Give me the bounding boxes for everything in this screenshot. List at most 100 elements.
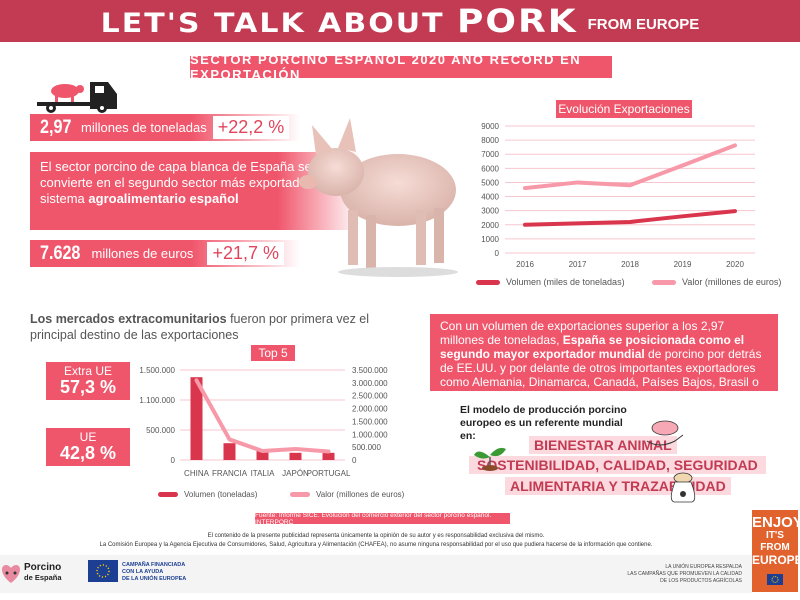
right-tick-label: 1.000.000 xyxy=(352,430,388,439)
x-tick-label: CHINA xyxy=(184,469,210,478)
pig-image xyxy=(299,118,458,277)
right-tick-label: 3.500.000 xyxy=(352,366,388,375)
legend-valor: Valor (millones de euros) xyxy=(652,277,781,287)
x-tick-label: 2020 xyxy=(726,260,744,269)
eu-support-text: LA UNIÓN EUROPEA RESPALDA LAS CAMPAÑAS QU… xyxy=(627,564,742,585)
description-bold: agroalimentario español xyxy=(88,191,239,206)
disclaimer-line-2: La Comisión Europea y la Agencia Ejecuti… xyxy=(99,542,653,548)
markets-text: fueron por primera vez el principal dest… xyxy=(30,312,370,342)
top5-bar-chart: 0 500.000 1.100.000 1.500.000 0 500.000 1.000.… xyxy=(139,366,388,478)
evolution-line-chart: 0 1000 2000 3000 4000 5000 6000 7000 8000 9000 201… xyxy=(481,122,755,269)
eu-support-line: LAS CAMPAÑAS QUE PROMUEVEN LA CALIDAD xyxy=(627,571,742,577)
y-tick-label: 3000 xyxy=(481,207,499,216)
value-stat: 7.628 millones de euros +21,7 % xyxy=(30,240,300,267)
truck-pig-icon xyxy=(37,82,117,113)
series-line-volumen xyxy=(523,209,737,227)
right-tick-label: 1.500.000 xyxy=(352,417,388,426)
y-tick-label: 0 xyxy=(495,249,500,258)
x-tick-label: PORTUGAL xyxy=(307,469,351,478)
eu-flag-icon xyxy=(767,574,783,585)
eu-flag-icon xyxy=(88,560,118,582)
y-tick-label: 6000 xyxy=(481,164,499,173)
subtitle: SECTOR PORCINO ESPAÑOL 2020 AÑO RÉCORD E… xyxy=(190,52,612,82)
right-tick-label: 3.000.000 xyxy=(352,379,388,388)
enjoy-line: ENJOY xyxy=(752,514,800,531)
legend-swatch xyxy=(158,492,178,497)
left-tick-label: 1.100.000 xyxy=(139,396,175,405)
legend-volumen: Volumen (miles de toneladas) xyxy=(476,277,625,287)
legend-label: Valor (millones de euros) xyxy=(682,277,782,287)
campaign-line: CON LA AYUDA xyxy=(122,569,164,575)
model-intro: El modelo de producción porcino europeo … xyxy=(460,404,627,442)
legend-volumen-toneladas: Volumen (toneladas) xyxy=(158,490,257,499)
left-tick-label: 1.500.000 xyxy=(139,366,175,375)
ue-label: UE xyxy=(79,429,97,444)
source-note: Fuente: Informe SICE. Evolución del come… xyxy=(255,512,510,526)
grain-sack-icon xyxy=(670,472,696,503)
x-tick-label: JAPÓN xyxy=(282,469,309,478)
top5-title: Top 5 xyxy=(251,345,295,361)
y-tick-label: 4000 xyxy=(481,193,499,202)
legend-swatch xyxy=(476,279,500,285)
ue-value: 42,8 % xyxy=(59,442,117,463)
value-change: +21,7 % xyxy=(207,242,284,265)
legend-label: Volumen (toneladas) xyxy=(184,490,258,499)
right-tick-label: 2.000.000 xyxy=(352,405,388,414)
x-tick-label: 2019 xyxy=(674,260,692,269)
campaign-line: DE LA UNIÓN EUROPEA xyxy=(122,576,187,582)
legend-valor-euros: Valor (millones de euros) xyxy=(290,490,404,499)
title-part: LET'S TALK ABOUT xyxy=(100,7,445,39)
sprout-icon xyxy=(474,447,506,471)
eu-support-line: DE LOS PRODUCTOS AGRÍCOLAS xyxy=(660,578,742,584)
porcino-name: Porcino xyxy=(24,562,62,573)
y-tick-label: 2000 xyxy=(481,221,499,230)
porcino-logo-icon xyxy=(1,565,21,583)
volume-number: 2,97 xyxy=(40,116,72,138)
pill-bienestar: BIENESTAR ANIMAL xyxy=(529,436,677,454)
campaign-text: CAMPAÑA FINANCIADA CON LA AYUDA DE LA UNIÓ… xyxy=(122,562,186,583)
porcino-logo: Porcino de España xyxy=(24,563,62,583)
volume-label: millones de toneladas xyxy=(80,120,207,135)
y-tick-label: 7000 xyxy=(481,150,499,159)
title-pork: PORK xyxy=(457,2,578,40)
x-tick-label: ITALIA xyxy=(251,469,276,478)
rb-text: Con un volumen de exportaciones superior… xyxy=(440,319,725,347)
markets-heading: Los mercados extracomunitarios fueron po… xyxy=(30,311,380,343)
volume-stat: 2,97 millones de toneladas +22,2 % xyxy=(30,114,300,141)
extra-ue-label: Extra UE xyxy=(63,363,112,378)
bar-francia xyxy=(223,443,236,460)
legend-swatch xyxy=(290,492,310,497)
enjoy-its-from-europe-logo: ENJOY IT'S FROM EUROPE xyxy=(752,510,800,592)
y-tick-label: 5000 xyxy=(481,178,499,187)
x-tick-label: FRANCIA xyxy=(212,469,248,478)
porcino-sub: de España xyxy=(24,573,62,582)
pill-sostenibilidad: SOSTENIBILIDAD, CALIDAD, SEGURIDAD xyxy=(469,456,766,474)
volume-change: +22,2 % xyxy=(212,116,290,139)
extra-ue-box: Extra UE 57,3 % xyxy=(46,362,130,400)
disclaimer-line-1: El contenido de la presente publicidad r… xyxy=(207,533,545,539)
y-tick-label: 8000 xyxy=(481,136,499,145)
title-from-europe: FROM EUROPE xyxy=(587,15,700,33)
x-tick-label: 2018 xyxy=(621,260,639,269)
rb-text: de porcino por detrás de EE.UU. y por de… xyxy=(440,347,762,403)
campaign-line: CAMPAÑA FINANCIADA xyxy=(122,562,186,568)
extra-ue-value: 57,3 % xyxy=(59,376,117,397)
legend-swatch xyxy=(652,279,676,285)
enjoy-line: EUROPE xyxy=(752,553,800,567)
legend-label: Valor (millones de euros) xyxy=(316,490,405,499)
eu-support-line: LA UNIÓN EUROPEA RESPALDA xyxy=(665,564,742,570)
legend-label: Volumen (miles de toneladas) xyxy=(506,277,625,287)
header-banner: LET'S TALK ABOUT PORK FROM EUROPE xyxy=(0,0,800,42)
sector-description: El sector porcino de capa blanca de Espa… xyxy=(30,152,360,230)
right-tick-label: 2.500.000 xyxy=(352,392,388,401)
description-text: El sector porcino de capa blanca de Espa… xyxy=(40,159,332,206)
x-tick-label: 2016 xyxy=(516,260,534,269)
right-tick-label: 0 xyxy=(352,456,357,465)
rb-bold: España se posicionada como el segundo ma… xyxy=(440,333,745,361)
left-tick-label: 0 xyxy=(171,456,176,465)
left-tick-label: 500.000 xyxy=(146,426,175,435)
bar-portugal xyxy=(322,452,335,460)
series-line-valor xyxy=(523,143,737,191)
bar-china xyxy=(190,377,203,460)
hand-pig-icon xyxy=(646,420,684,446)
